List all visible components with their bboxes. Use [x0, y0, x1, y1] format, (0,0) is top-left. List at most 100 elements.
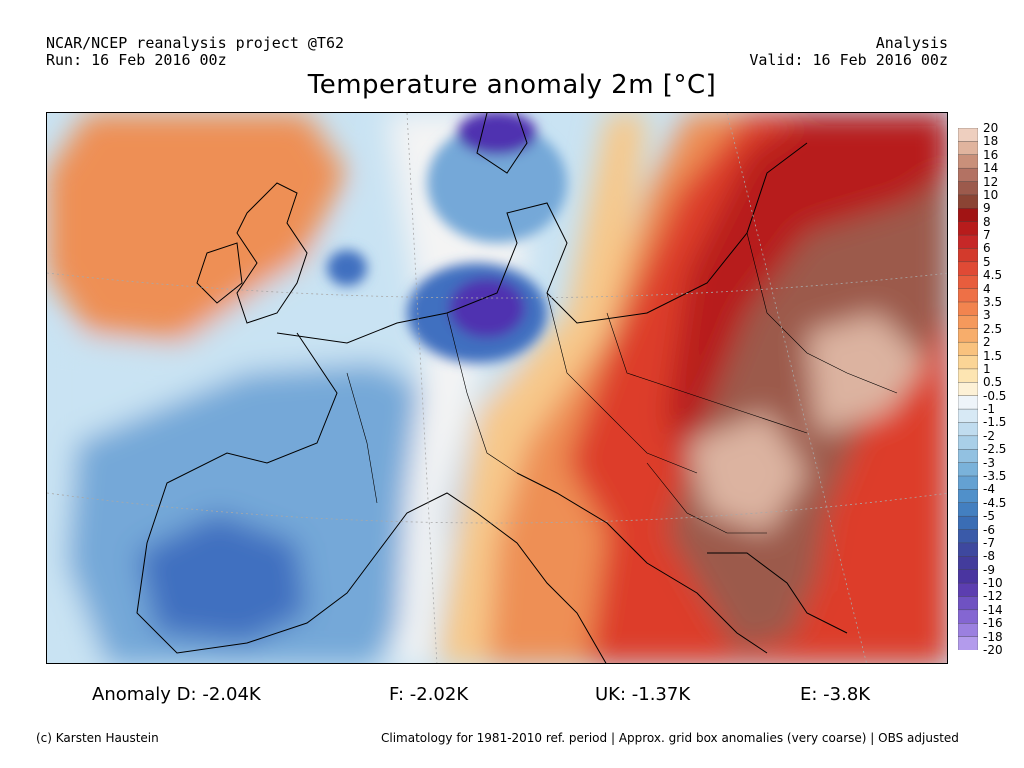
colorbar-tick-label: -3.5	[983, 469, 1007, 483]
coast-scandinavia	[476, 113, 528, 174]
coast-adriatic	[516, 472, 768, 654]
colorbar-box	[958, 408, 978, 424]
colorbar-tick-label: -10	[983, 576, 1003, 591]
analysis-label: Analysis	[875, 34, 948, 52]
colorbar-tick-label: -4	[983, 482, 995, 497]
stat-uk: UK: -1.37K	[595, 684, 691, 705]
map-canvas	[47, 113, 947, 663]
coast-great-britain	[236, 182, 308, 324]
colorbar-box	[958, 167, 978, 183]
colorbar-tick-label: 7	[983, 228, 991, 243]
colorbar-box	[958, 462, 978, 477]
border-france-spain	[346, 372, 378, 504]
colorbar-box	[958, 382, 978, 397]
colorbar-tick-label: 1.5	[983, 348, 1003, 363]
coast-ireland	[196, 242, 243, 304]
extreme-warm-region	[667, 174, 947, 653]
colorbar-tick-label: 10	[983, 187, 999, 202]
regional-anomalies: Anomaly D: -2.04K F: -2.02K UK: -1.37K E…	[0, 684, 1024, 706]
colorbar-tick-label: 0.5	[983, 375, 1003, 390]
colorbar-box	[958, 315, 978, 330]
colorbar-box	[958, 582, 978, 598]
valid-label: Valid: 16 Feb 2016 00z	[749, 51, 948, 69]
colorbar-tick-label: 16	[983, 147, 999, 162]
colorbar-tick-label: 8	[983, 214, 991, 229]
border-central-europe	[546, 292, 698, 474]
colorbar-box	[958, 636, 978, 650]
coast-west-south	[136, 332, 607, 663]
colorbar-box	[958, 141, 978, 156]
colorbar-box	[958, 489, 978, 504]
coast-north	[276, 142, 808, 344]
mild-warm-band	[437, 113, 647, 663]
colorbar-box	[958, 529, 978, 544]
colorbar-tick-label: 4	[983, 281, 991, 296]
neutral-band	[387, 113, 527, 663]
colorbar-tick-label: 9	[983, 201, 991, 216]
project-label: NCAR/NCEP reanalysis project @T62	[46, 34, 345, 52]
border-balkans	[646, 462, 767, 534]
colorbar-tick-label: 3.5	[983, 295, 1003, 309]
colorbar-box	[958, 234, 978, 250]
colorbar-tick-label: -9	[983, 562, 995, 577]
colorbar-box	[958, 341, 978, 357]
colorbar-tick-label: 5	[983, 254, 991, 269]
colorbar-tick-label: -8	[983, 549, 995, 564]
colorbar-box	[958, 248, 978, 263]
colorbar-tick-label: -18	[983, 629, 1003, 644]
cold-spot-scandinavia	[457, 113, 537, 155]
borders	[346, 232, 898, 534]
climatology-note: Climatology for 1981-2010 ref. period | …	[381, 731, 959, 745]
colorbar-box	[958, 275, 978, 290]
border-france-germany	[446, 312, 518, 474]
colorbar-box	[958, 194, 978, 210]
colorbar-tick-label: -20	[983, 643, 1003, 657]
colorbar-tick-label: 2	[983, 335, 991, 350]
colorbar-box	[958, 301, 978, 317]
colorbar-tick-label: 6	[983, 241, 991, 256]
copyright-label: (c) Karsten Haustein	[36, 731, 159, 745]
colorbar-box	[958, 449, 978, 464]
colorbar-tick-label: 1	[983, 361, 991, 376]
cold-spot-benelux	[449, 278, 525, 338]
colorbar-box	[958, 128, 978, 143]
colorbar-box	[958, 288, 978, 303]
colorbar-box	[958, 435, 978, 450]
warm-south-east	[787, 553, 947, 663]
graticule-lat-1	[47, 492, 947, 524]
colorbar-tick-label: 20	[983, 121, 999, 135]
colorbar-box	[958, 221, 978, 236]
coast-greece	[707, 552, 848, 634]
stat-france: F: -2.02K	[389, 684, 469, 705]
colorbar-box	[958, 542, 978, 558]
anomaly-map	[46, 112, 948, 664]
colorbar-tick-label: -16	[983, 616, 1003, 631]
colorbar-box	[958, 328, 978, 343]
colorbar-box	[958, 596, 978, 611]
colorbar-tick-label: -5	[983, 509, 995, 524]
colorbar-tick-label: -2	[983, 428, 995, 443]
warm-east-edge	[887, 316, 947, 553]
colorbar-box	[958, 368, 978, 384]
colorbar-tick-label: 2.5	[983, 321, 1003, 336]
colorbar-box	[958, 154, 978, 169]
colorbar-tick-label: -4.5	[983, 495, 1007, 510]
colorbar-tick-label: -1.5	[983, 415, 1007, 430]
peak-warm-central	[687, 413, 807, 533]
colorbar-tick-label: -3	[983, 455, 995, 470]
colorbar-box	[958, 422, 978, 437]
stat-anomaly-d: Anomaly D: -2.04K	[92, 684, 261, 705]
colorbar	[958, 128, 978, 650]
colorbar-tick-label: 12	[983, 174, 999, 189]
colorbar-tick-label: 14	[983, 161, 999, 176]
colorbar-box	[958, 208, 978, 223]
run-label: Run: 16 Feb 2016 00z	[46, 51, 227, 69]
colorbar-tick-label: -2.5	[983, 442, 1007, 457]
peak-warm-east	[807, 313, 927, 433]
coastlines	[136, 113, 848, 663]
colorbar-box	[958, 502, 978, 517]
colorbar-tick-label: -12	[983, 589, 1003, 604]
colorbar-tick-label: 3	[983, 308, 991, 323]
cold-region-iberia	[137, 513, 307, 643]
graticule-lon-1	[406, 113, 438, 663]
